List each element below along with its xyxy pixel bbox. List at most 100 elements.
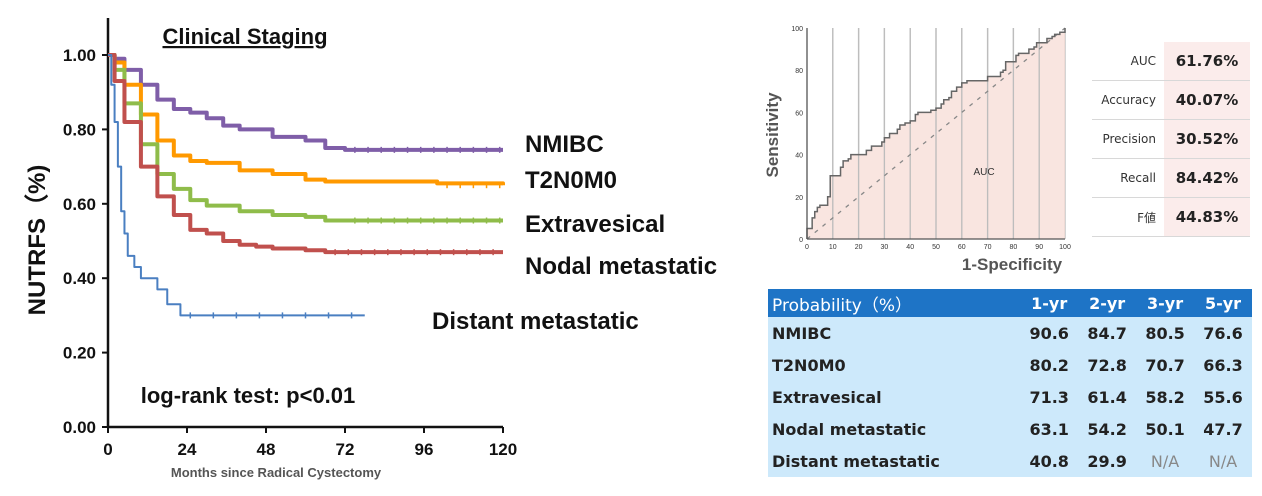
probability-cell: 70.7 bbox=[1145, 355, 1185, 375]
auc-annotation: AUC bbox=[973, 167, 994, 178]
roc-x-tick-label: 100 bbox=[1059, 244, 1071, 251]
probability-cell: 29.9 bbox=[1087, 451, 1127, 471]
row-stage-label: Distant metastatic bbox=[772, 451, 940, 471]
x-tick-label: 72 bbox=[336, 440, 355, 459]
legend-label-distant-metastatic: Distant metastatic bbox=[432, 308, 639, 335]
y-tick-label: 0.40 bbox=[63, 269, 96, 288]
roc-x-tick-label: 30 bbox=[881, 244, 889, 251]
roc-chart: 0 10 20 30 40 50 60 70 80 90 100 0 20 40 60 80 100 Sensi… bbox=[763, 26, 1071, 274]
roc-x-tick-label: 60 bbox=[958, 244, 966, 251]
probability-cell: 80.5 bbox=[1145, 323, 1185, 343]
km-chart: Clinical Staging NUTRFS（%) Months since … bbox=[24, 18, 717, 480]
roc-x-tick-label: 20 bbox=[855, 244, 863, 251]
table-row: Distant metastatic 40.8 29.9 N/A N/A bbox=[768, 445, 1252, 477]
y-tick-label: 0.00 bbox=[63, 418, 96, 437]
roc-x-tick-label: 10 bbox=[829, 244, 837, 251]
probability-cell: 80.2 bbox=[1029, 355, 1069, 375]
table-header-year: 3-yr bbox=[1136, 289, 1195, 317]
table-header-label: Probability（%） bbox=[768, 289, 1021, 317]
roc-x-tick-label: 0 bbox=[805, 244, 809, 251]
roc-y-tick-label: 20 bbox=[795, 195, 803, 202]
probability-cell: 54.2 bbox=[1087, 419, 1127, 439]
km-curve-nodal-metastatic bbox=[108, 53, 503, 255]
roc-y-tick-label: 100 bbox=[791, 26, 803, 33]
y-tick-label: 0.80 bbox=[63, 120, 96, 139]
table-row: NMIBC 90.6 84.7 80.5 76.6 bbox=[768, 317, 1252, 349]
roc-y-tick-label: 0 bbox=[799, 237, 803, 244]
y-axis-label: NUTRFS（%) bbox=[24, 165, 51, 316]
km-curve-nmibc bbox=[108, 53, 503, 152]
metric-value: 61.76% bbox=[1164, 42, 1250, 81]
x-tick-label: 120 bbox=[489, 440, 517, 459]
metric-label: AUC bbox=[1092, 42, 1164, 81]
y-tick-label: 0.20 bbox=[63, 344, 96, 363]
table-row: Extravesical 71.3 61.4 58.2 55.6 bbox=[768, 381, 1252, 413]
metrics-table: AUC 61.76% Accuracy 40.07% Precision 30.52% Re… bbox=[1092, 42, 1250, 237]
roc-x-tick-label: 50 bbox=[932, 244, 940, 251]
roc-x-tick-label: 80 bbox=[1010, 244, 1018, 251]
roc-y-tick-label: 80 bbox=[795, 68, 803, 75]
metric-row: AUC 61.76% bbox=[1092, 42, 1250, 81]
x-tick-label: 48 bbox=[257, 440, 276, 459]
metric-label: Recall bbox=[1092, 158, 1164, 198]
probability-cell: N/A bbox=[1208, 451, 1238, 471]
roc-x-tick-label: 70 bbox=[984, 244, 992, 251]
row-stage-label: Extravesical bbox=[772, 387, 882, 407]
y-tick-label: 0.60 bbox=[63, 195, 96, 214]
metric-value: 30.52% bbox=[1164, 119, 1250, 159]
row-stage-label: Nodal metastatic bbox=[772, 419, 927, 439]
table-header-year: 5-yr bbox=[1194, 289, 1252, 317]
probability-cell: 63.1 bbox=[1029, 419, 1069, 439]
probability-cell: 71.3 bbox=[1029, 387, 1069, 407]
x-tick-label: 96 bbox=[415, 440, 434, 459]
metric-value: 44.83% bbox=[1164, 197, 1250, 237]
roc-x-tick-label: 90 bbox=[1035, 244, 1043, 251]
table-row: T2N0M0 80.2 72.8 70.7 66.3 bbox=[768, 349, 1252, 381]
metric-value: 84.42% bbox=[1164, 158, 1250, 198]
chart-title: Clinical Staging bbox=[162, 24, 327, 49]
roc-y-tick-label: 60 bbox=[795, 110, 803, 117]
metric-row: Precision 30.52% bbox=[1092, 119, 1250, 159]
probability-table: Probability（%） 1-yr 2-yr 3-yr 5-yr NMIBC 90.6… bbox=[768, 289, 1252, 477]
km-curve-t2n0m0 bbox=[108, 53, 505, 186]
metric-value: 40.07% bbox=[1164, 80, 1250, 120]
roc-y-tick-label: 40 bbox=[795, 153, 803, 160]
probability-cell: 76.6 bbox=[1203, 323, 1243, 343]
metric-row: F値 44.83% bbox=[1092, 197, 1250, 237]
row-stage-label: NMIBC bbox=[772, 323, 832, 343]
km-curve-distant-metastatic bbox=[108, 54, 365, 317]
y-tick-label: 1.00 bbox=[63, 46, 96, 65]
logrank-annotation: log-rank test: p<0.01 bbox=[141, 383, 356, 408]
roc-x-tick-label: 40 bbox=[906, 244, 914, 251]
metric-label: Accuracy bbox=[1092, 80, 1164, 120]
table-header-year: 1-yr bbox=[1020, 289, 1079, 317]
probability-cell: 40.8 bbox=[1029, 451, 1069, 471]
probability-cell: 58.2 bbox=[1145, 387, 1185, 407]
roc-curve bbox=[806, 28, 1066, 239]
x-tick-label: 0 bbox=[103, 440, 112, 459]
legend-label-extravesical: Extravesical bbox=[525, 211, 665, 238]
table-row: Nodal metastatic 63.1 54.2 50.1 47.7 bbox=[768, 413, 1252, 445]
metric-row: Accuracy 40.07% bbox=[1092, 80, 1250, 120]
probability-cell: 61.4 bbox=[1087, 387, 1127, 407]
row-stage-label: T2N0M0 bbox=[772, 355, 846, 375]
probability-cell: 47.7 bbox=[1203, 419, 1243, 439]
roc-x-axis-label: 1-Specificity bbox=[962, 255, 1063, 274]
probability-cell: 55.6 bbox=[1203, 387, 1243, 407]
legend-label-nodal-metastatic: Nodal metastatic bbox=[525, 253, 717, 280]
metric-label: Precision bbox=[1092, 119, 1164, 159]
roc-y-axis-label: Sensitivity bbox=[763, 92, 782, 178]
probability-cell: 90.6 bbox=[1029, 323, 1069, 343]
metric-label: F値 bbox=[1092, 197, 1164, 237]
legend-label-nmibc: NMIBC bbox=[525, 131, 604, 158]
x-tick-label: 24 bbox=[178, 440, 197, 459]
probability-cell: N/A bbox=[1150, 451, 1180, 471]
probability-cell: 50.1 bbox=[1145, 419, 1185, 439]
metric-row: Recall 84.42% bbox=[1092, 158, 1250, 198]
probability-cell: 72.8 bbox=[1087, 355, 1127, 375]
probability-cell: 66.3 bbox=[1203, 355, 1243, 375]
table-header-year: 2-yr bbox=[1078, 289, 1137, 317]
legend-label-t2n0m0: T2N0M0 bbox=[525, 167, 617, 194]
x-axis-label: Months since Radical Cystectomy bbox=[171, 465, 382, 480]
probability-cell: 84.7 bbox=[1087, 323, 1127, 343]
